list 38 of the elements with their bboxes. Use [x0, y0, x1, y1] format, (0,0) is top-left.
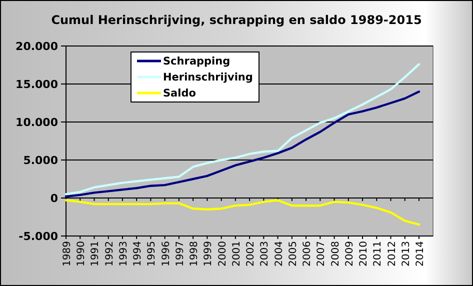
x-tick-label: 1996: [160, 241, 172, 266]
x-tick-label: 1990: [76, 241, 88, 266]
y-tick-label: 10.000: [16, 116, 58, 129]
legend-label: Saldo: [163, 88, 196, 100]
y-tick-label: 0: [50, 192, 58, 205]
y-tick-label: 20.000: [16, 40, 58, 53]
x-tick-label: 1998: [189, 241, 200, 266]
line-series: [64, 199, 420, 226]
line-series: [64, 90, 420, 198]
x-tick-label: 1991: [90, 241, 102, 266]
x-tick-label: 1993: [118, 241, 130, 266]
x-tick-label: 2000: [217, 241, 228, 266]
legend-label: Schrapping: [163, 56, 230, 68]
x-tick-label: 1999: [203, 241, 214, 266]
chart-title: Cumul Herinschrijving, schrapping en saldo 1989-2015: [51, 13, 422, 27]
x-tick-label: 1997: [174, 241, 186, 266]
x-tick-label: 2001: [231, 241, 242, 266]
x-tick-label: 1992: [104, 241, 116, 266]
y-tick-label: 15.000: [16, 78, 58, 91]
x-tick-label: 2007: [316, 241, 328, 266]
y-tick-label: 5.000: [23, 154, 58, 167]
x-tick-label: 1989: [62, 241, 73, 266]
legend-label: Herinschrijving: [163, 72, 253, 84]
x-tick-label: 2005: [288, 241, 299, 266]
x-tick-label: 2009: [344, 241, 356, 266]
x-tick-label: 1995: [146, 241, 158, 266]
x-tick-label: 2008: [330, 241, 342, 266]
y-tick-label: -5.000: [18, 230, 58, 243]
x-tick-label: 2003: [260, 241, 271, 266]
x-tick-label: 1994: [132, 241, 144, 266]
x-tick-label: 2004: [274, 241, 285, 266]
x-tick-label: 2002: [246, 241, 257, 266]
x-tick-label: 2011: [372, 241, 384, 266]
x-tick-label: 2012: [386, 241, 398, 266]
x-tick-label: 2014: [415, 241, 426, 266]
x-tick-label: 2010: [358, 241, 370, 266]
x-tick-label: 2013: [400, 241, 412, 266]
x-tick-label: 2006: [302, 241, 314, 266]
